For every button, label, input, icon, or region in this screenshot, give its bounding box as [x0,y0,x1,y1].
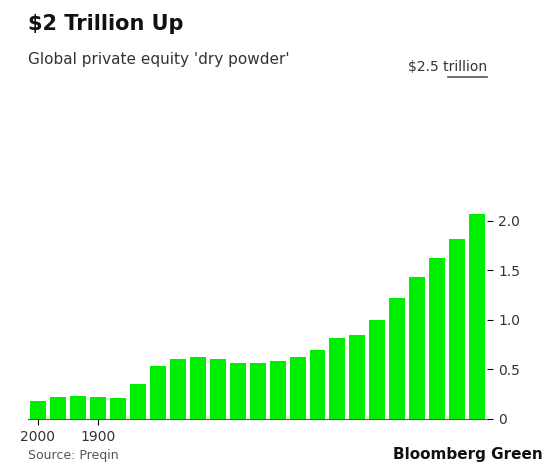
Bar [409,278,425,419]
Text: $2.5 trillion: $2.5 trillion [408,60,487,74]
Bar [329,337,346,419]
Bar [50,397,66,419]
Text: $2 Trillion Up: $2 Trillion Up [28,14,184,34]
Bar [70,396,86,419]
Bar [150,367,166,419]
Bar [269,361,286,419]
Bar [250,364,265,419]
Bar [30,401,46,419]
Bar [389,298,405,419]
Bar [130,384,146,419]
Bar [170,359,186,419]
Bar [290,357,306,419]
Bar [230,364,246,419]
Bar [310,349,325,419]
Bar [209,359,226,419]
Bar [469,214,485,419]
Text: Bloomberg Green: Bloomberg Green [394,446,543,462]
Bar [90,397,106,419]
Bar [349,335,366,419]
Bar [430,258,445,419]
Bar [449,238,465,419]
Text: Source: Preqin: Source: Preqin [28,449,119,462]
Bar [370,320,385,419]
Bar [190,357,206,419]
Text: Global private equity 'dry powder': Global private equity 'dry powder' [28,52,290,68]
Bar [110,398,126,419]
